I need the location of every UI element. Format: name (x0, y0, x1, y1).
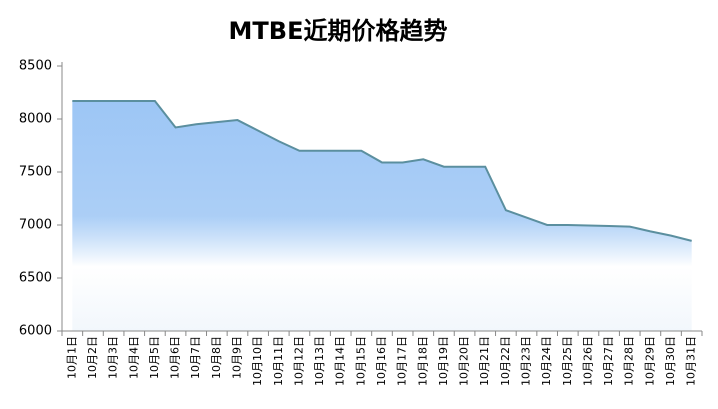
x-tick-label: 10月8日 (210, 336, 223, 379)
y-tick-label: 8500 (19, 59, 52, 74)
x-tick-label: 10月29日 (643, 336, 656, 386)
area (72, 100, 692, 331)
line (72, 99, 692, 242)
x-tick-label: 10月28日 (623, 336, 636, 386)
x-tick-label: 10月13日 (313, 336, 326, 386)
x-tick-label: 10月22日 (499, 336, 512, 386)
x-tick-label: 10月3日 (107, 336, 120, 379)
x-tick-label: 10月2日 (86, 336, 99, 379)
x-tick-label: 10月14日 (334, 336, 347, 386)
x-tick-label: 10月30日 (664, 336, 677, 386)
y-tick-label: 7000 (19, 218, 52, 233)
x-tick-label: 10月20日 (458, 336, 471, 386)
x-tick-label: 10月7日 (189, 336, 202, 379)
x-tick-label: 10月9日 (230, 336, 243, 379)
x-tick-label: 10月11日 (272, 336, 285, 386)
x-tick-label: 10月16日 (375, 336, 388, 386)
x-tick-label: 10月23日 (520, 336, 533, 386)
x-tick-label: 10月26日 (581, 336, 594, 386)
y-tick-label: 7500 (19, 165, 52, 180)
y-tick-label: 6500 (19, 271, 52, 286)
x-tick-label: 10月17日 (396, 336, 409, 386)
x-tick-label: 10月19日 (437, 336, 450, 386)
x-tick-label: 10月10日 (251, 336, 264, 386)
x-tick-label: 10月31日 (685, 336, 698, 386)
x-tick-label: 10月15日 (354, 336, 367, 386)
chart-title: MTBE近期价格趋势 (229, 17, 448, 45)
y-tick-label: 6000 (19, 324, 52, 339)
x-tick-label: 10月27日 (602, 336, 615, 386)
y-tick-label: 8000 (19, 112, 52, 127)
x-tick-label: 10月4日 (127, 336, 140, 379)
x-tick-label: 10月12日 (292, 336, 305, 386)
x-tick-label: 10月21日 (478, 336, 491, 386)
x-tick-label: 10月18日 (416, 336, 429, 386)
x-tick-label: 10月1日 (65, 336, 78, 379)
x-tick-label: 10月24日 (540, 336, 553, 386)
x-tick-label: 10月6日 (169, 336, 182, 379)
x-tick-label: 10月25日 (561, 336, 574, 386)
x-tick-label: 10月5日 (148, 336, 161, 379)
